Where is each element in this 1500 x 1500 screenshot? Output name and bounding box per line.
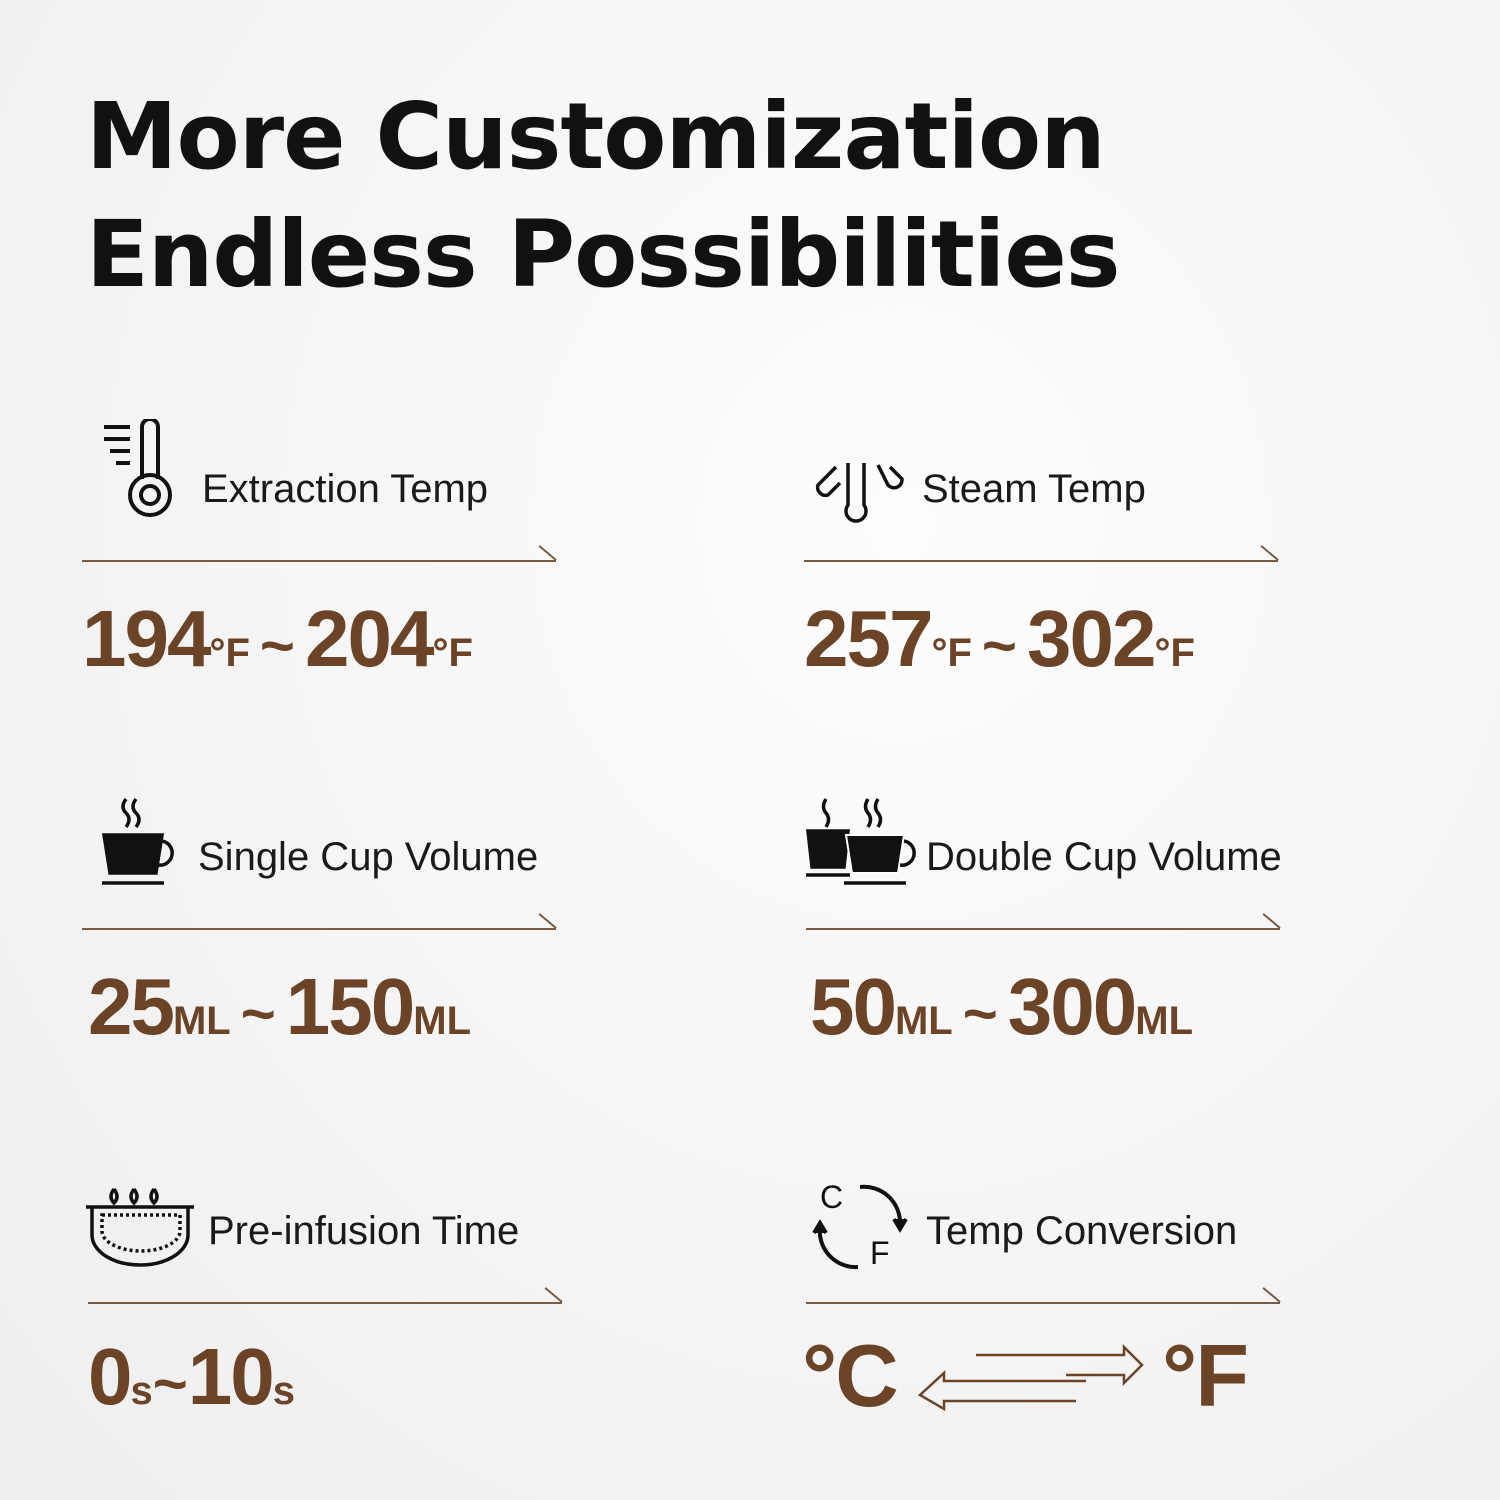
divider-tick (538, 913, 557, 929)
value-from: 50 (810, 962, 897, 1051)
value-to: 204 (304, 594, 434, 683)
separator: ~ (962, 980, 998, 1047)
feature-value-to: °F (1162, 1325, 1249, 1427)
feature-label: Extraction Temp (202, 467, 489, 511)
value-from: 0 (88, 1332, 132, 1421)
separator: ~ (981, 612, 1017, 679)
feature-label: Temp Conversion (926, 1209, 1238, 1253)
icon-letter-c: C (820, 1179, 844, 1215)
divider (806, 1302, 1280, 1304)
pre-infusion-icon (86, 1187, 194, 1267)
divider (804, 560, 1278, 562)
value-from: 194 (82, 594, 211, 683)
unit-from: ML (172, 999, 231, 1043)
unit-to: ML (413, 999, 472, 1043)
feature-extraction-temp: Extraction Temp 194°F ~204°F (82, 415, 558, 715)
feature-double-cup-volume: Double Cup Volume 50ML ~300ML (806, 783, 1282, 1083)
thermometer-icon (104, 419, 172, 517)
value-to: 10 (187, 1332, 275, 1421)
single-cup-icon (101, 797, 174, 885)
feature-label: Double Cup Volume (926, 835, 1282, 879)
feature-temp-conversion: C F Temp Conversion °C °F (802, 1157, 1282, 1457)
feature-pre-infusion-time: Pre-infusion Time 0s~10s (86, 1157, 564, 1457)
separator: ~ (240, 980, 276, 1047)
divider-tick (1262, 913, 1281, 929)
divider (806, 928, 1280, 930)
unit-to: °F (432, 631, 473, 675)
unit-from: s (130, 1369, 153, 1413)
unit-from: °F (209, 631, 250, 675)
feature-steam-temp: Steam Temp 257°F ~302°F (804, 415, 1280, 715)
feature-value: 0s~10s (88, 1331, 295, 1423)
feature-value: 257°F ~302°F (804, 593, 1195, 685)
separator: ~ (152, 1350, 188, 1417)
unit-to: s (272, 1369, 296, 1413)
feature-value: 50ML ~300ML (810, 961, 1193, 1053)
steam-icon (815, 463, 904, 523)
double-cup-icon (806, 798, 916, 885)
page-title: More Customization Endless Possibilities (86, 78, 1120, 314)
value-to: 300 (1007, 962, 1137, 1051)
feature-value: °C (802, 1325, 899, 1427)
feature-value: 25ML ~150ML (88, 961, 471, 1053)
title-line-2: Endless Possibilities (86, 201, 1120, 308)
unit-from: ML (894, 999, 953, 1043)
divider (82, 928, 556, 930)
divider-tick (544, 1287, 563, 1303)
value-from: 25 (88, 962, 175, 1051)
value-to: °F (1162, 1326, 1249, 1425)
separator: ~ (259, 612, 295, 679)
unit-to: ML (1135, 999, 1194, 1043)
divider (88, 1302, 562, 1304)
feature-single-cup-volume: Single Cup Volume 25ML ~150ML (82, 783, 558, 1083)
bidirectional-arrow-icon (917, 1343, 1144, 1412)
temp-conversion-icon: C F (808, 1179, 908, 1275)
unit-to: °F (1154, 631, 1195, 675)
feature-label: Steam Temp (922, 467, 1146, 511)
unit-from: °F (931, 631, 972, 675)
feature-label: Pre-infusion Time (208, 1209, 520, 1253)
value-from: °C (802, 1326, 899, 1425)
value-from: 257 (804, 594, 933, 683)
divider (82, 560, 556, 562)
value-to: 150 (285, 962, 415, 1051)
divider-tick (1262, 1287, 1281, 1303)
value-to: 302 (1026, 594, 1156, 683)
feature-value: 194°F ~204°F (82, 593, 473, 685)
title-line-1: More Customization (86, 83, 1106, 190)
cycle-arrows-icon (812, 1184, 908, 1270)
divider-tick (1260, 545, 1279, 561)
icon-letter-f: F (870, 1235, 890, 1271)
feature-label: Single Cup Volume (198, 835, 539, 879)
divider-tick (538, 545, 557, 561)
